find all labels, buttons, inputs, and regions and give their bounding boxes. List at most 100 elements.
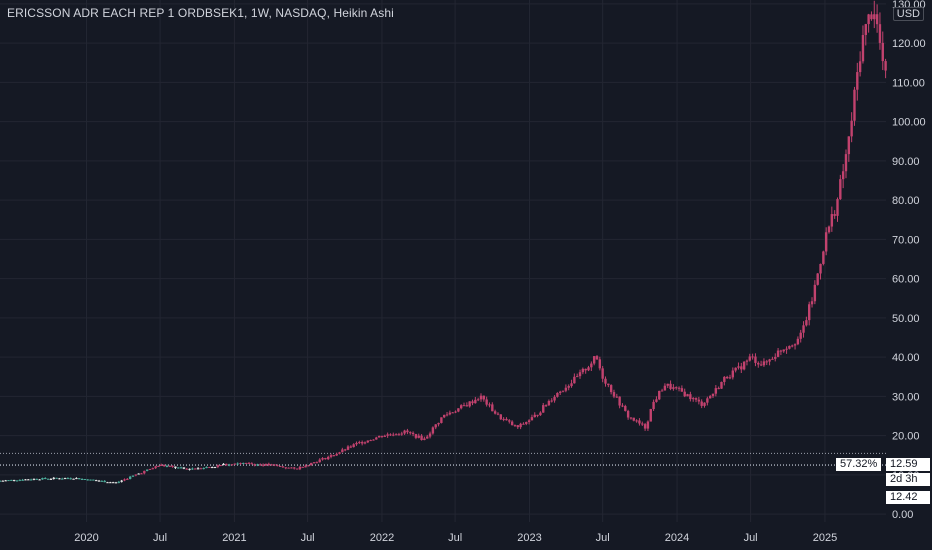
candle-body [847,136,851,155]
candle-body [779,350,783,352]
candle-body [584,368,587,371]
x-tick-label: 2025 [813,532,837,544]
candle-body [510,421,514,426]
candle-body [740,366,743,370]
candle-body [35,478,38,480]
x-axis-tick-labels: 2020 Jul 2021 Jul 2022 Jul 2023 Jul 2024 Jul 2025 [74,532,837,544]
y-tick-label: 90.00 [892,156,920,168]
candle-body [293,467,296,469]
candle-body [754,356,757,363]
candle-body [148,468,152,470]
candle-body [117,481,121,483]
candle-body [691,398,695,400]
candle-body [581,368,585,373]
candle-body [468,401,471,407]
candle-body [202,468,205,470]
candle-body [513,425,517,427]
candle-body [264,463,268,466]
candle-body [723,376,726,382]
candle-body [12,479,16,481]
candle-body [86,479,89,481]
candle-body [791,345,794,347]
candle-body [536,414,539,416]
candle-body [80,478,84,480]
candle-body [295,468,299,470]
candle-body [205,466,208,469]
candle-body [856,72,859,90]
candle-body [607,383,610,386]
candle-body [66,478,70,480]
x-tick-label: Jul [448,532,462,544]
candle-body [878,24,882,43]
candle-body [570,383,573,387]
candle-body [406,430,409,433]
candle-body [686,394,689,397]
candle-body [858,61,862,73]
candle-body [49,478,53,480]
candle-body [307,465,310,467]
candle-body [491,404,494,412]
candle-body [227,464,231,466]
candle-body [595,356,599,360]
candle-body [46,478,50,480]
candle-body [621,405,624,407]
candle-body [301,466,304,468]
candle-body [256,464,259,466]
candle-body [78,478,81,480]
candle-body [369,440,372,442]
candle-body [850,120,853,137]
candle-body [624,406,627,411]
candle-body [103,480,106,483]
candle-body [471,401,474,404]
x-tick-label: 2020 [74,532,98,544]
x-tick-label: 2024 [665,532,689,544]
candle-body [505,418,508,421]
candle-body [346,446,350,450]
candle-body [516,425,519,428]
candle-body [267,463,270,466]
candle-body [703,402,706,406]
bar-countdown-label: 2d 3h [886,472,930,486]
candle-body [638,420,641,424]
candle-body [140,473,143,475]
candle-body [397,434,401,436]
candle-body [550,400,553,402]
y-tick-label: 60.00 [892,274,920,286]
candle-body [123,479,126,481]
candle-body [38,479,41,481]
candle-body [151,468,154,470]
candle-body [97,480,101,482]
candle-body [768,359,771,362]
candle-body [0,480,2,482]
candle-body [253,464,256,466]
candle-body [751,356,754,358]
candle-body [499,414,503,420]
candle-body [802,325,805,333]
candle-body [114,482,118,484]
candle-body [417,435,420,438]
candle-body [72,478,75,480]
candle-body [310,462,313,466]
candle-body [437,422,440,425]
candle-body [216,465,220,467]
candle-body [131,475,135,477]
candle-body [680,388,684,392]
candle-body [462,405,466,407]
candle-body [867,14,870,25]
candle-body [805,320,808,326]
candle-body [171,465,174,467]
candle-body [321,458,324,460]
candle-body [782,349,785,352]
candle-body [191,468,194,470]
candle-body [428,433,432,437]
currency-label[interactable]: USD [892,7,924,21]
candle-body [239,463,242,465]
candle-body [162,464,166,467]
candle-body [375,437,378,440]
candle-body [734,367,737,371]
candle-body [4,480,7,482]
candle-body [329,455,333,457]
candle-body [833,214,836,216]
candle-body [445,414,449,416]
